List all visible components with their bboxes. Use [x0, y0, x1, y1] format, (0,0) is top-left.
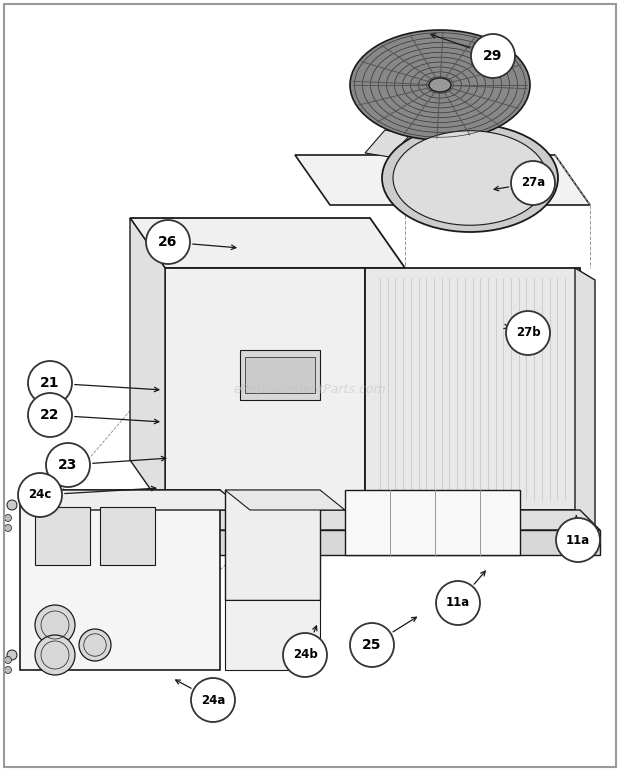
Polygon shape — [35, 507, 90, 565]
Circle shape — [350, 623, 394, 667]
Circle shape — [4, 656, 12, 664]
Text: 21: 21 — [40, 376, 60, 390]
Text: 23: 23 — [58, 458, 78, 472]
Ellipse shape — [393, 131, 547, 225]
Ellipse shape — [350, 30, 530, 140]
Text: 11a: 11a — [446, 597, 470, 610]
Text: 27a: 27a — [521, 177, 545, 190]
Polygon shape — [130, 218, 405, 268]
Polygon shape — [365, 130, 410, 157]
Polygon shape — [225, 490, 345, 510]
Circle shape — [191, 678, 235, 722]
Circle shape — [4, 514, 12, 521]
Text: 24b: 24b — [293, 648, 317, 662]
Text: 27b: 27b — [516, 326, 540, 339]
Circle shape — [283, 633, 327, 677]
Circle shape — [4, 524, 12, 531]
Polygon shape — [100, 507, 155, 565]
Circle shape — [556, 518, 600, 562]
Text: 11a: 11a — [566, 534, 590, 547]
Polygon shape — [575, 268, 595, 555]
Polygon shape — [245, 357, 315, 393]
Circle shape — [471, 34, 515, 78]
Circle shape — [35, 605, 75, 645]
Circle shape — [7, 650, 17, 660]
Polygon shape — [345, 490, 520, 555]
Polygon shape — [20, 490, 245, 510]
Polygon shape — [225, 600, 320, 670]
Text: 29: 29 — [484, 49, 503, 63]
Text: 22: 22 — [40, 408, 60, 422]
Polygon shape — [130, 510, 600, 530]
Circle shape — [7, 500, 17, 510]
Polygon shape — [165, 268, 365, 510]
Polygon shape — [295, 155, 590, 205]
Ellipse shape — [382, 124, 558, 232]
Circle shape — [35, 635, 75, 675]
Circle shape — [28, 393, 72, 437]
Text: eReplacementParts.com: eReplacementParts.com — [234, 383, 386, 396]
Text: 24c: 24c — [29, 489, 51, 501]
Polygon shape — [150, 530, 600, 555]
Circle shape — [79, 629, 111, 661]
Circle shape — [146, 220, 190, 264]
Polygon shape — [365, 268, 580, 510]
Text: 25: 25 — [362, 638, 382, 652]
Polygon shape — [225, 490, 320, 600]
Text: 24a: 24a — [201, 693, 225, 706]
Polygon shape — [20, 490, 220, 670]
Circle shape — [436, 581, 480, 625]
Circle shape — [18, 473, 62, 517]
Circle shape — [506, 311, 550, 355]
Text: 26: 26 — [158, 235, 178, 249]
Circle shape — [46, 443, 90, 487]
Circle shape — [4, 666, 12, 674]
Polygon shape — [130, 218, 165, 510]
Polygon shape — [240, 350, 320, 400]
Circle shape — [511, 161, 555, 205]
Ellipse shape — [429, 78, 451, 92]
Circle shape — [28, 361, 72, 405]
